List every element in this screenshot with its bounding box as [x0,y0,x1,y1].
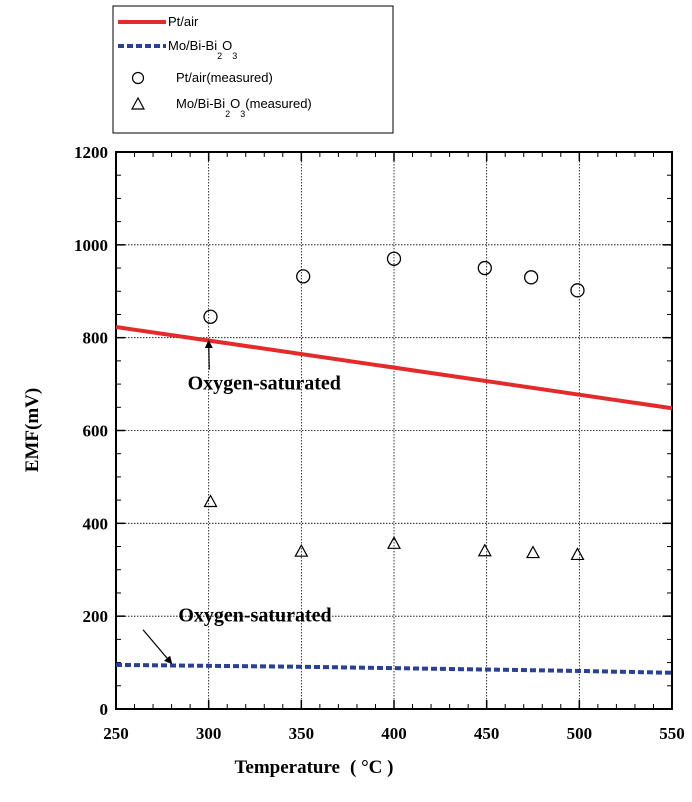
y-tick-label: 400 [83,514,109,533]
y-tick-label: 1200 [74,143,108,162]
y-axis-title: EMF(mV) [22,388,43,472]
mo-bi-measured-point [294,543,309,557]
pt-air-measured-point [386,251,402,266]
mo-bi-measured-point [203,494,218,508]
tick-labels: 250 300 350 400 450 500 550 0 200 400 600 800 1000 12… [74,143,685,743]
y-tick-label: 600 [83,422,109,441]
pt-air-measured-point [296,269,311,284]
mo-bi-measured-point [570,547,585,561]
mo-bi-measured-point [477,543,492,557]
legend-label-mo_meas: Mo/Bi-Bi2O3(measured) [176,96,312,119]
plot-area: Oxygen-saturated Oxygen-saturated [115,151,673,710]
legend-label-pt_meas: Pt/air(measured) [176,70,273,85]
x-tick-label: 500 [567,724,593,743]
legend-label-mo_line: Mo/Bi-Bi2O3 [168,38,237,61]
mo-bi-measured-point [525,545,541,559]
x-axis-title: Temperature ( °C ) [234,757,393,778]
x-tick-label: 450 [474,724,500,743]
y-tick-label: 800 [83,329,109,348]
y-tick-label: 200 [83,607,109,626]
oxygen-saturated-label: Oxygen-saturated [188,373,341,395]
ticks [115,151,673,710]
x-tick-label: 550 [659,724,685,743]
y-tick-label: 0 [100,700,109,719]
mo-bi-measured-point [386,536,402,549]
legend: Pt/air Mo/Bi-Bi2O3 Pt/air(measured) Mo/Bi-B… [112,5,394,134]
oxygen-saturated-label: Oxygen-saturated [178,605,331,627]
annotation-arrow [204,339,213,370]
x-tick-label: 300 [196,724,222,743]
annotation-arrow [142,629,173,665]
y-tick-label: 1000 [74,236,108,255]
pt-air-measured-point [203,309,218,324]
legend-circle-marker [131,71,145,85]
mo-bi-line [115,662,673,675]
grid [116,152,672,709]
x-tick-label: 400 [381,724,407,743]
annotations: Oxygen-saturated Oxygen-saturated [142,339,341,665]
x-axis-title-text: Temperature [234,757,340,778]
x-tick-label: 350 [289,724,315,743]
x-tick-label: 250 [103,724,129,743]
pt-air-measured-point [523,270,539,285]
legend-triangle-marker [130,96,146,110]
legend-label-pt_line: Pt/air [168,14,199,29]
pt-air-measured-point [570,283,585,298]
x-axis-title-unit: ( °C ) [350,757,393,778]
legend-box [112,5,394,134]
pt-air-measured-point [477,260,492,276]
